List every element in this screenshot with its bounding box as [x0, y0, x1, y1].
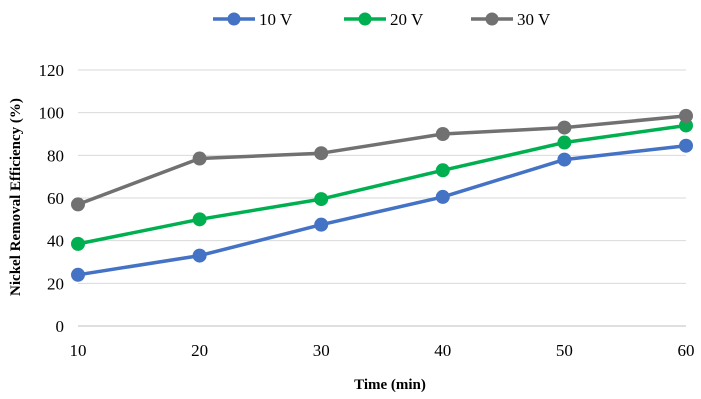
y-tick-label: 120 [39, 61, 65, 80]
data-point-20-v [192, 212, 207, 227]
data-point-20-v [71, 236, 85, 251]
data-point-30-v [71, 197, 85, 212]
data-point-20-v [314, 192, 329, 207]
axes: 0 20 40 60 80 100 120 10 20 30 40 50 60 [39, 61, 695, 360]
data-point-10-v [435, 189, 450, 204]
data-point-20-v [435, 163, 450, 178]
series-line-20-v [77, 123, 687, 246]
legend-marker-20-v [358, 12, 372, 26]
data-point-10-v [314, 217, 329, 232]
data-point-30-v [192, 151, 207, 166]
legend-label-10-v: 10 V [259, 10, 293, 29]
data-point-10-v [557, 152, 572, 167]
x-tick-label: 50 [556, 341, 573, 360]
y-axis-title: Nickel Removal Efficiency (%) [8, 98, 24, 296]
y-tick-label: 40 [47, 232, 64, 251]
x-tick-label: 10 [70, 341, 87, 360]
data-point-20-v [557, 135, 572, 150]
data-point-30-v [557, 120, 572, 135]
y-tick-label: 100 [39, 104, 65, 123]
legend: 10 V 20 V 30 V [213, 10, 551, 29]
x-tick-label: 40 [434, 341, 451, 360]
legend-marker-10-v [227, 12, 241, 26]
x-tick-label: 30 [313, 341, 330, 360]
data-point-30-v [435, 127, 450, 141]
legend-label-20-v: 20 V [390, 10, 424, 29]
x-tick-label: 20 [191, 341, 208, 360]
y-tick-label: 60 [47, 189, 64, 208]
x-tick-label: 60 [678, 341, 695, 360]
y-tick-label: 80 [47, 146, 64, 165]
y-tick-label: 20 [47, 274, 64, 293]
series-line-10-v [77, 143, 687, 277]
data-point-10-v [192, 248, 207, 263]
legend-label-30-v: 30 V [517, 10, 551, 29]
data-point-10-v [679, 138, 693, 153]
data-point-20-v [679, 118, 693, 133]
data-point-30-v [314, 146, 329, 161]
data-point-10-v [71, 267, 85, 282]
data-point-30-v [679, 108, 693, 123]
legend-marker-30-v [485, 12, 499, 26]
series-line-30-v [77, 114, 687, 207]
y-tick-label: 0 [56, 317, 65, 336]
series-lines [71, 108, 693, 282]
x-axis-title: Time (min) [354, 377, 426, 393]
gridlines [78, 69, 686, 284]
